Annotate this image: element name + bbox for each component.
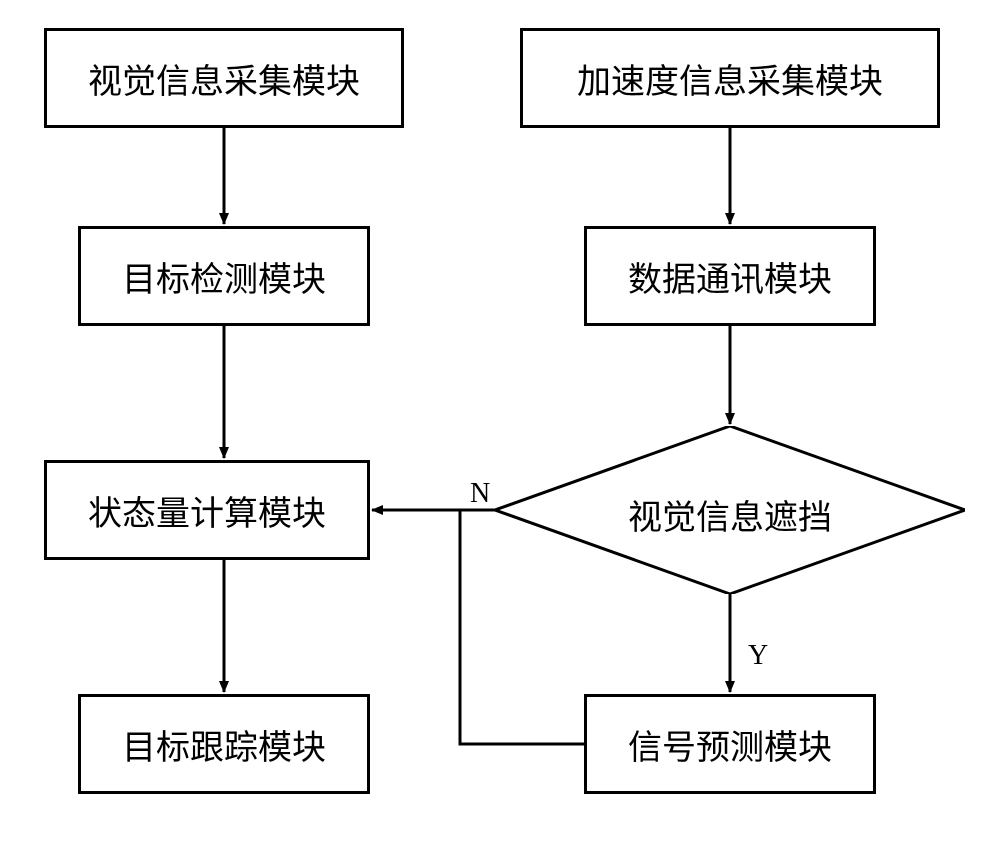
node-state-calc: 状态量计算模块	[44, 460, 370, 560]
edge-label-y: Y	[748, 640, 768, 672]
node-label: 视觉信息采集模块	[88, 54, 360, 103]
node-signal-predict: 信号预测模块	[584, 694, 876, 794]
node-data-comm: 数据通讯模块	[584, 226, 876, 326]
node-accel-info-collect: 加速度信息采集模块	[520, 28, 940, 128]
node-target-detect: 目标检测模块	[78, 226, 370, 326]
node-target-track: 目标跟踪模块	[78, 694, 370, 794]
node-visual-info-collect: 视觉信息采集模块	[44, 28, 404, 128]
node-label: 状态量计算模块	[88, 486, 326, 535]
node-label: 加速度信息采集模块	[577, 54, 883, 103]
flowchart-canvas: 视觉信息采集模块 加速度信息采集模块 目标检测模块 数据通讯模块 状态量计算模块…	[0, 0, 1000, 844]
node-label: 目标检测模块	[122, 252, 326, 301]
node-label: 数据通讯模块	[628, 252, 832, 301]
node-label: 信号预测模块	[628, 720, 832, 769]
node-label: 目标跟踪模块	[122, 720, 326, 769]
node-label: 视觉信息遮挡	[495, 490, 965, 539]
node-visual-occlusion-decision: 视觉信息遮挡	[495, 426, 965, 594]
edge-label-n: N	[470, 478, 490, 510]
